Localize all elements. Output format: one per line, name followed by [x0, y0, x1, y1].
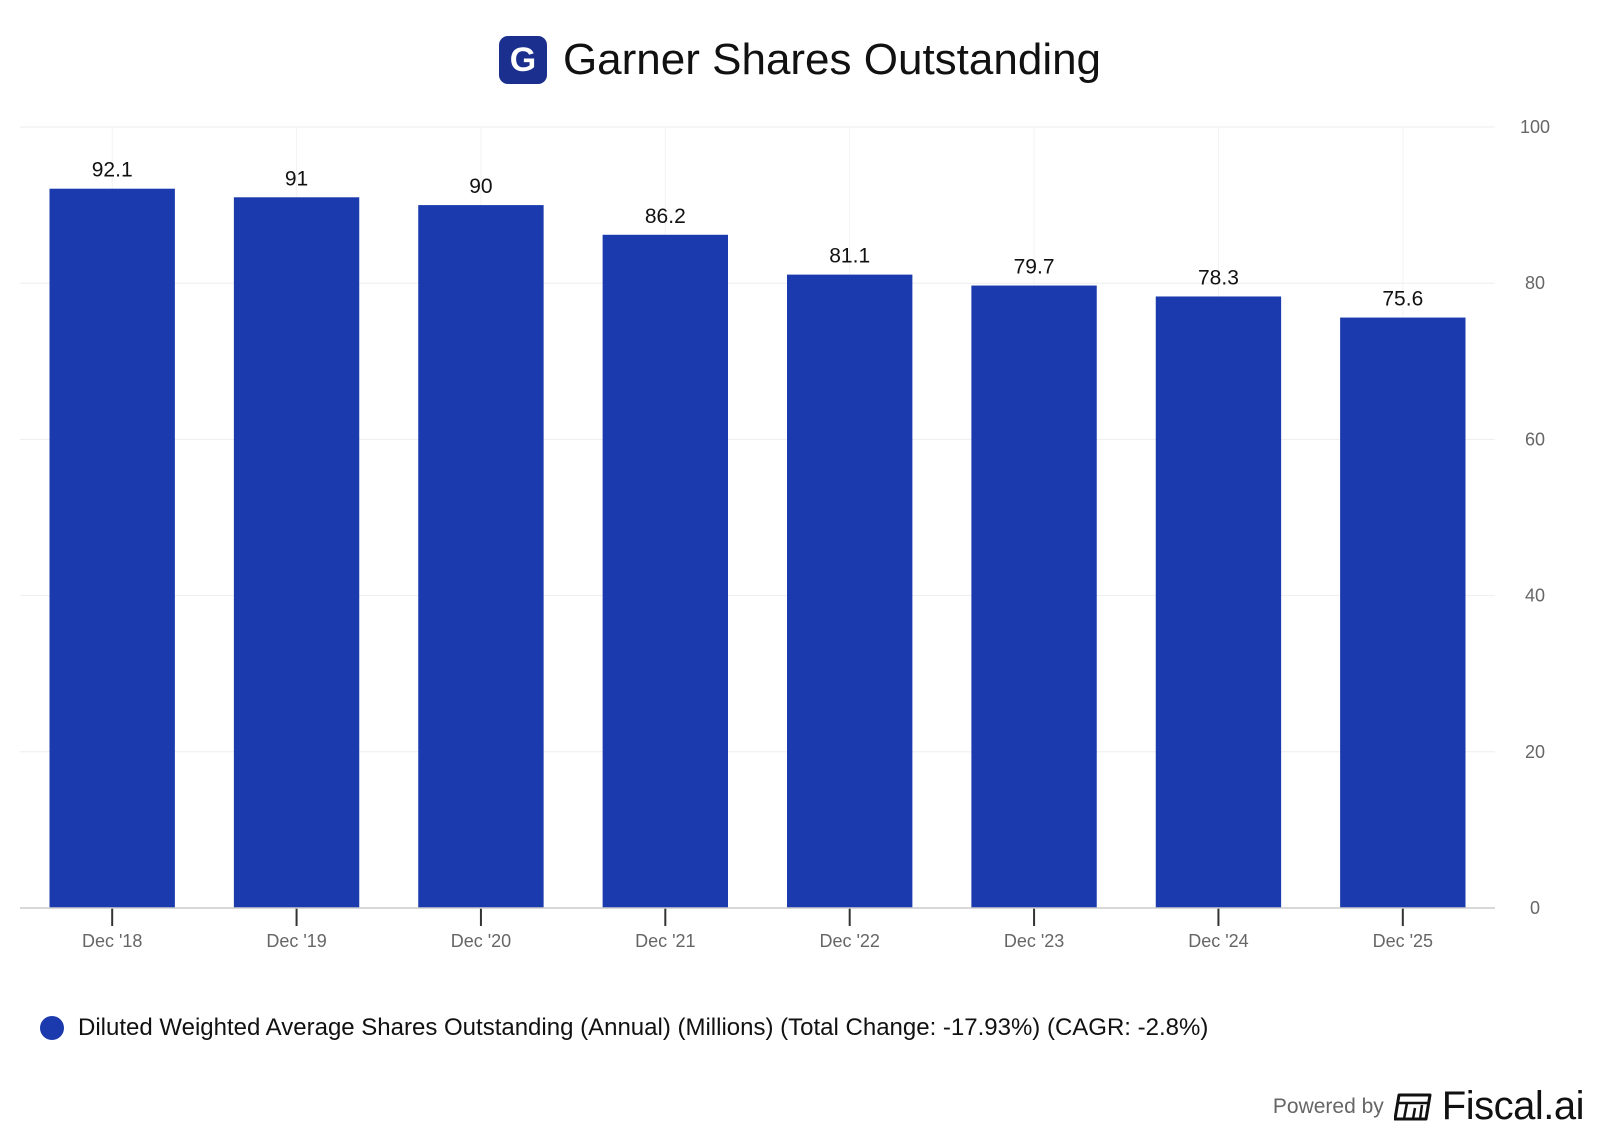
bar	[1155, 296, 1282, 908]
chart-legend[interactable]: Diluted Weighted Average Shares Outstand…	[40, 1014, 1208, 1042]
chart-header: G Garner Shares Outstanding	[0, 30, 1600, 90]
bar-value-label: 79.7	[1014, 256, 1055, 279]
x-tick-label: Dec '24	[1188, 931, 1248, 951]
bar-value-label: 86.2	[645, 205, 686, 228]
y-tick-label: 40	[1525, 586, 1545, 606]
bar	[971, 285, 1097, 909]
bar	[233, 197, 360, 909]
powered-by-label: Powered by	[1272, 1094, 1384, 1118]
x-tick-label: Dec '19	[266, 931, 326, 951]
brand-name: Fiscal.ai	[1441, 1084, 1585, 1128]
x-tick-label: Dec '23	[1004, 931, 1064, 951]
x-tick-label: Dec '18	[82, 931, 142, 951]
legend-label: Diluted Weighted Average Shares Outstand…	[78, 1014, 1209, 1041]
bar	[602, 234, 728, 908]
bar	[418, 205, 544, 909]
legend-marker	[40, 1016, 64, 1040]
y-tick-label: 100	[1520, 117, 1550, 137]
company-logo: G	[498, 36, 547, 84]
powered-by-footer[interactable]: Powered by Fiscal.ai	[1272, 1084, 1585, 1129]
company-logo-letter: G	[509, 40, 537, 79]
y-tick-label: 0	[1530, 898, 1540, 918]
bar-value-label: 81.1	[829, 245, 870, 268]
bar-value-label: 78.3	[1198, 266, 1239, 289]
bar	[787, 274, 913, 908]
bar-value-label: 92.1	[92, 159, 133, 182]
bar	[49, 188, 175, 909]
bar-chart: 0 20 40 60 80 100 92.1 Dec '18 91 Dec '19 90 Dec '2…	[20, 117, 1550, 951]
bar	[1340, 317, 1466, 909]
x-tick-label: Dec '25	[1373, 931, 1433, 951]
bar-value-label: 91	[285, 167, 308, 190]
chart-title: Garner Shares Outstanding	[562, 35, 1102, 84]
x-tick-label: Dec '22	[819, 931, 879, 951]
y-tick-label: 20	[1525, 742, 1545, 762]
fiscal-ai-logo-icon	[1393, 1093, 1432, 1120]
x-tick-label: Dec '21	[635, 931, 695, 951]
y-tick-label: 60	[1525, 429, 1545, 449]
bar-value-label: 90	[469, 175, 492, 198]
x-tick-label: Dec '20	[451, 931, 511, 951]
bar-value-label: 75.6	[1382, 288, 1423, 311]
y-tick-label: 80	[1525, 273, 1545, 293]
